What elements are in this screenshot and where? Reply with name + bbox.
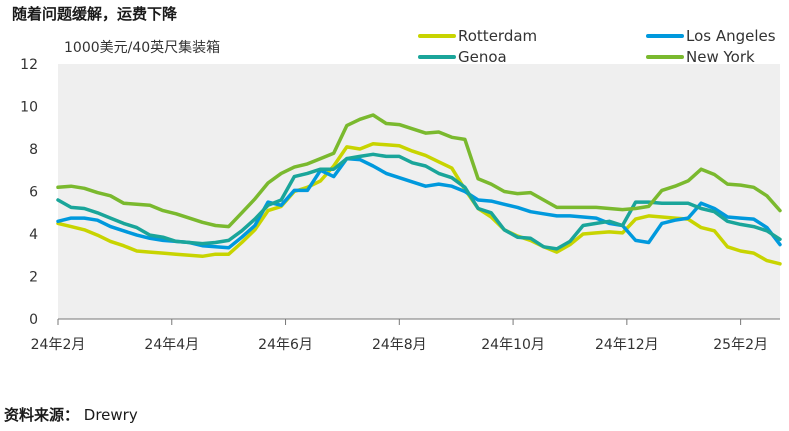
y-axis-label: 1000美元/40英尺集装箱 [64, 39, 220, 56]
line-chart: 1000美元/40英尺集装箱 0 2 4 6 8 10 12 24年2月 24年4月 24年6月… [20, 27, 782, 353]
x-tick-label-3: 24年8月 [372, 337, 427, 353]
legend-label-los-angeles: Los Angeles [686, 27, 776, 45]
legend: Rotterdam Los Angeles Genoa New York [418, 27, 776, 66]
y-tick-label-12: 12 [20, 57, 38, 73]
series-line-rotterdam [56, 141, 782, 266]
chart-title: 随着问题缓解，运费下降 [12, 5, 178, 23]
y-tick-label-2: 2 [29, 270, 38, 286]
y-tick-label-6: 6 [29, 185, 38, 201]
x-tick-label-1: 24年4月 [144, 337, 199, 353]
x-tick-label-4: 24年10月 [481, 337, 545, 353]
y-tick-label-0: 0 [29, 312, 38, 328]
legend-label-rotterdam: Rotterdam [458, 27, 537, 45]
legend-label-new-york: New York [686, 48, 755, 66]
y-tick-label-8: 8 [29, 142, 38, 158]
source-line: 资料来源： Drewry [4, 404, 138, 425]
series-line-genoa [56, 152, 782, 251]
x-tick-label-6: 25年2月 [713, 337, 768, 353]
series-line-new-york [56, 113, 782, 229]
y-tick-label-4: 4 [29, 227, 38, 243]
x-tick-label-2: 24年6月 [258, 337, 313, 353]
source-value: Drewry [83, 406, 138, 424]
x-tick-label-0: 24年2月 [31, 337, 86, 353]
legend-label-genoa: Genoa [458, 48, 507, 66]
source-label: 资料来源： [4, 406, 80, 424]
x-tick-label-5: 24年12月 [595, 337, 659, 353]
plot-area [58, 64, 780, 319]
y-axis: 0 2 4 6 8 10 12 [20, 57, 38, 328]
series-lines [56, 113, 782, 266]
x-axis: 24年2月 24年4月 24年6月 24年8月 24年10月 24年12月 25年2月 [31, 318, 780, 353]
y-tick-label-10: 10 [20, 100, 38, 116]
